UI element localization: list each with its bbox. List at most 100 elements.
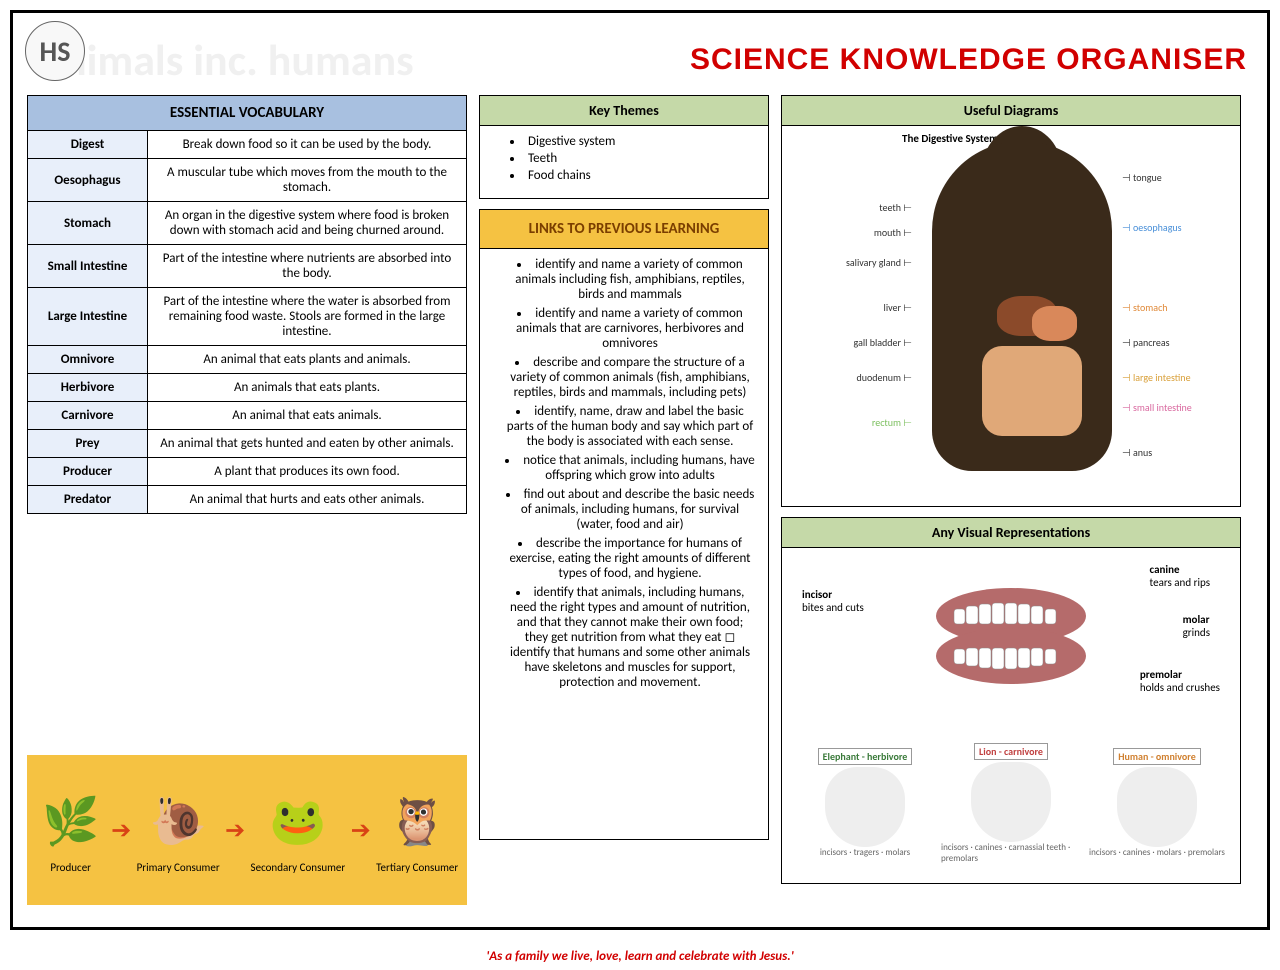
incisor-label: incisorbites and cuts <box>802 588 864 614</box>
visual-panel: Any Visual Representations <box>781 517 1241 884</box>
vocab-def: A plant that produces its own food. <box>148 458 467 486</box>
links-body: identify and name a variety of common an… <box>480 249 768 839</box>
foodchain-label: Primary Consumer <box>137 861 220 874</box>
vocab-term: Prey <box>28 430 148 458</box>
digestive-label: ⊣ anus <box>1122 446 1152 459</box>
vocab-def: An animal that eats plants and animals. <box>148 346 467 374</box>
footer-motto: 'As a family we live, love, learn and ce… <box>0 949 1280 964</box>
vocab-term: Digest <box>28 131 148 159</box>
link-item: identify that animals, including humans,… <box>504 585 756 690</box>
digestive-label: ⊣ large intestine <box>1122 371 1191 384</box>
vocab-term: Small Intestine <box>28 245 148 288</box>
theme-item: Teeth <box>510 151 756 166</box>
canine-label: caninetears and rips <box>1150 563 1210 589</box>
vocab-def: A muscular tube which moves from the mou… <box>148 159 467 202</box>
skull-parts: incisors · tragers · molars <box>820 847 910 858</box>
link-item: find out about and describe the basic ne… <box>504 487 756 532</box>
foodchain-item: 🦉 Tertiary Consumer <box>376 787 458 874</box>
column-vocab: ESSENTIAL VOCABULARY DigestBreak down fo… <box>27 95 467 905</box>
foodchain-item: 🐌 Primary Consumer <box>137 787 220 874</box>
links-panel: LINKS TO PREVIOUS LEARNING identify and … <box>479 209 769 840</box>
link-item: describe and compare the structure of a … <box>504 355 756 400</box>
theme-item: Food chains <box>510 168 756 183</box>
digestive-label: teeth ⊢ <box>802 201 912 214</box>
frog-icon: 🐸 <box>263 787 333 857</box>
foodchain-label: Secondary Consumer <box>251 861 346 874</box>
vocab-def: An animal that eats animals. <box>148 402 467 430</box>
vocab-def: Part of the intestine where the water is… <box>148 288 467 346</box>
arrow-icon: ➔ <box>111 816 131 845</box>
column-diagrams: Useful Diagrams The Digestive System tee… <box>781 95 1241 905</box>
digestive-label: mouth ⊢ <box>802 226 912 239</box>
vocab-header: ESSENTIAL VOCABULARY <box>28 96 467 131</box>
vocab-def: An animals that eats plants. <box>148 374 467 402</box>
page-frame: HS nimals inc. humans SCIENCE KNOWLEDGE … <box>10 10 1270 930</box>
digestive-label: liver ⊢ <box>802 301 912 314</box>
header: HS nimals inc. humans SCIENCE KNOWLEDGE … <box>13 13 1267 85</box>
vocab-term: Oesophagus <box>28 159 148 202</box>
column-middle: Key Themes Digestive systemTeethFood cha… <box>479 95 769 905</box>
teeth-diagram: incisorbites and cuts caninetears and ri… <box>782 548 1240 723</box>
skull-parts: incisors · canines · molars · premolars <box>1089 847 1225 858</box>
visual-header: Any Visual Representations <box>782 518 1240 548</box>
intestine-shape <box>982 346 1082 436</box>
vocab-term: Herbivore <box>28 374 148 402</box>
skull-title: Lion - carnivore <box>974 743 1048 760</box>
vocab-def: An organ in the digestive system where f… <box>148 202 467 245</box>
foodchain-item: 🐸 Secondary Consumer <box>251 787 346 874</box>
link-item: identify and name a variety of common an… <box>504 306 756 351</box>
vocab-def: An animal that gets hunted and eaten by … <box>148 430 467 458</box>
digestive-label: ⊣ tongue <box>1122 171 1162 184</box>
teeth-svg <box>911 571 1111 701</box>
digestive-label: ⊣ stomach <box>1122 301 1168 314</box>
diagrams-panel: Useful Diagrams The Digestive System tee… <box>781 95 1241 507</box>
vocab-table: ESSENTIAL VOCABULARY DigestBreak down fo… <box>27 95 467 514</box>
digestive-label: rectum ⊢ <box>802 416 912 429</box>
arrow-icon: ➔ <box>351 816 371 845</box>
skull-item: Lion - carnivore incisors · canines · car… <box>941 743 1081 864</box>
foodchain-label: Tertiary Consumer <box>376 861 458 874</box>
digestive-label: ⊣ pancreas <box>1122 336 1170 349</box>
vocab-def: An animal that hurts and eats other anim… <box>148 486 467 514</box>
key-themes-body: Digestive system Teeth Food chains <box>480 126 768 198</box>
page-title: SCIENCE KNOWLEDGE ORGANISER <box>690 43 1247 77</box>
grass-icon: 🌿 <box>36 787 106 857</box>
foodchain-item: 🌿 Producer <box>36 787 106 874</box>
vocab-term: Omnivore <box>28 346 148 374</box>
digestive-title: The Digestive System <box>902 132 998 145</box>
skull-icon <box>1117 767 1197 847</box>
link-item: notice that animals, including humans, h… <box>504 453 756 483</box>
premolar-label: premolarholds and crushes <box>1140 668 1220 694</box>
skull-item: Human - omnivore incisors · canines · mol… <box>1087 748 1227 858</box>
key-themes-panel: Key Themes Digestive systemTeethFood cha… <box>479 95 769 199</box>
digestive-diagram: The Digestive System teeth ⊢ mouth ⊢ saliv… <box>782 126 1240 506</box>
digestive-label: ⊣ oesophagus <box>1122 221 1182 234</box>
digestive-label: duodenum ⊢ <box>802 371 912 384</box>
foodchain-label: Producer <box>50 861 91 874</box>
skull-title: Human - omnivore <box>1113 748 1201 765</box>
arrow-icon: ➔ <box>225 816 245 845</box>
theme-item: Digestive system <box>510 134 756 149</box>
skull-parts: incisors · canines · carnassial teeth · … <box>941 842 1081 864</box>
digestive-label: ⊣ small intestine <box>1122 401 1192 414</box>
vocab-def: Break down food so it can be used by the… <box>148 131 467 159</box>
vocab-term: Stomach <box>28 202 148 245</box>
links-header: LINKS TO PREVIOUS LEARNING <box>480 210 768 249</box>
molar-label: molargrinds <box>1183 613 1210 639</box>
link-item: identify, name, draw and label the basic… <box>504 404 756 449</box>
school-logo: HS <box>25 21 85 81</box>
vocab-term: Producer <box>28 458 148 486</box>
vocab-term: Carnivore <box>28 402 148 430</box>
digestive-label: salivary gland ⊢ <box>802 256 912 269</box>
skull-item: Elephant - herbivoreincisors · tragers ·… <box>795 748 935 858</box>
skulls-row: Elephant - herbivoreincisors · tragers ·… <box>782 723 1240 883</box>
link-item: describe the importance for humans of ex… <box>504 536 756 581</box>
link-item: identify and name a variety of common an… <box>504 257 756 302</box>
stomach-shape <box>1032 306 1077 341</box>
owl-icon: 🦉 <box>382 787 452 857</box>
vocab-term: Predator <box>28 486 148 514</box>
foodchain-graphic: 🌿 Producer ➔ 🐌 Primary Consumer ➔ 🐸 Secondary C… <box>27 755 467 905</box>
vocab-def: Part of the intestine where nutrients ar… <box>148 245 467 288</box>
content-grid: ESSENTIAL VOCABULARY DigestBreak down fo… <box>13 85 1267 915</box>
slug-icon: 🐌 <box>143 787 213 857</box>
